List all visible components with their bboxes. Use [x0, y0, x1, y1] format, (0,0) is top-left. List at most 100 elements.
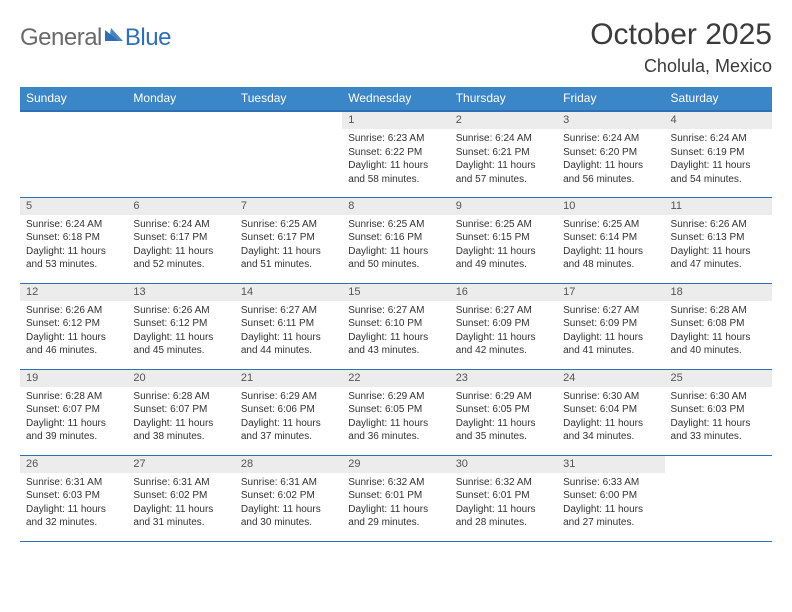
day-details: Sunrise: 6:32 AMSunset: 6:01 PMDaylight:… — [342, 473, 449, 534]
calendar-day-cell: 29Sunrise: 6:32 AMSunset: 6:01 PMDayligh… — [342, 455, 449, 541]
calendar-day-cell: 20Sunrise: 6:28 AMSunset: 6:07 PMDayligh… — [127, 369, 234, 455]
brand-part2: Blue — [125, 24, 171, 52]
day-number: 3 — [557, 112, 664, 129]
sunrise-text: Sunrise: 6:29 AM — [456, 390, 551, 404]
calendar-day-cell: 4 Sunrise: 6:24 AMSunset: 6:19 PMDaylight… — [665, 111, 772, 197]
calendar-day-cell: 19Sunrise: 6:28 AMSunset: 6:07 PMDayligh… — [20, 369, 127, 455]
day-details: Sunrise: 6:24 AMSunset: 6:20 PMDaylight:… — [557, 129, 664, 190]
sunset-text: Sunset: 6:03 PM — [26, 489, 121, 503]
sunrise-text: Sunrise: 6:24 AM — [133, 218, 228, 232]
day-number: 9 — [450, 198, 557, 215]
day-details: Sunrise: 6:27 AMSunset: 6:10 PMDaylight:… — [342, 301, 449, 362]
weekday-header: Thursday — [450, 87, 557, 111]
day-details: Sunrise: 6:30 AMSunset: 6:03 PMDaylight:… — [665, 387, 772, 448]
day-number: 7 — [235, 198, 342, 215]
daylight-text: Daylight: 11 hours and 40 minutes. — [671, 331, 766, 358]
daylight-text: Daylight: 11 hours and 53 minutes. — [26, 245, 121, 272]
sunrise-text: Sunrise: 6:30 AM — [563, 390, 658, 404]
weekday-header: Monday — [127, 87, 234, 111]
day-number: 11 — [665, 198, 772, 215]
daylight-text: Daylight: 11 hours and 54 minutes. — [671, 159, 766, 186]
sunrise-text: Sunrise: 6:26 AM — [133, 304, 228, 318]
sunrise-text: Sunrise: 6:24 AM — [26, 218, 121, 232]
sunset-text: Sunset: 6:10 PM — [348, 317, 443, 331]
weekday-header: Saturday — [665, 87, 772, 111]
daylight-text: Daylight: 11 hours and 45 minutes. — [133, 331, 228, 358]
daylight-text: Daylight: 11 hours and 31 minutes. — [133, 503, 228, 530]
weekday-header: Tuesday — [235, 87, 342, 111]
day-number: 12 — [20, 284, 127, 301]
header: General Blue October 2025 Cholula, Mexic… — [20, 18, 772, 77]
calendar-day-cell: 18Sunrise: 6:28 AMSunset: 6:08 PMDayligh… — [665, 283, 772, 369]
sunset-text: Sunset: 6:01 PM — [348, 489, 443, 503]
brand-triangle-icon — [105, 27, 123, 41]
sunrise-text: Sunrise: 6:24 AM — [563, 132, 658, 146]
day-details: Sunrise: 6:29 AMSunset: 6:06 PMDaylight:… — [235, 387, 342, 448]
calendar-day-cell: 28Sunrise: 6:31 AMSunset: 6:02 PMDayligh… — [235, 455, 342, 541]
calendar-day-cell: 1Sunrise: 6:23 AMSunset: 6:22 PMDaylight… — [342, 111, 449, 197]
calendar-week-row: 5Sunrise: 6:24 AMSunset: 6:18 PMDaylight… — [20, 197, 772, 283]
day-number: 18 — [665, 284, 772, 301]
sunset-text: Sunset: 6:07 PM — [133, 403, 228, 417]
day-details: Sunrise: 6:29 AMSunset: 6:05 PMDaylight:… — [450, 387, 557, 448]
sunset-text: Sunset: 6:19 PM — [671, 146, 766, 160]
sunrise-text: Sunrise: 6:28 AM — [133, 390, 228, 404]
day-details: Sunrise: 6:33 AMSunset: 6:00 PMDaylight:… — [557, 473, 664, 534]
day-number — [127, 112, 234, 129]
sunrise-text: Sunrise: 6:31 AM — [133, 476, 228, 490]
day-number: 25 — [665, 370, 772, 387]
daylight-text: Daylight: 11 hours and 46 minutes. — [26, 331, 121, 358]
calendar-day-cell: 14Sunrise: 6:27 AMSunset: 6:11 PMDayligh… — [235, 283, 342, 369]
sunset-text: Sunset: 6:09 PM — [563, 317, 658, 331]
day-details: Sunrise: 6:27 AMSunset: 6:09 PMDaylight:… — [557, 301, 664, 362]
daylight-text: Daylight: 11 hours and 27 minutes. — [563, 503, 658, 530]
daylight-text: Daylight: 11 hours and 43 minutes. — [348, 331, 443, 358]
daylight-text: Daylight: 11 hours and 49 minutes. — [456, 245, 551, 272]
daylight-text: Daylight: 11 hours and 28 minutes. — [456, 503, 551, 530]
day-details: Sunrise: 6:27 AMSunset: 6:11 PMDaylight:… — [235, 301, 342, 362]
sunset-text: Sunset: 6:18 PM — [26, 231, 121, 245]
calendar-day-cell: 2Sunrise: 6:24 AMSunset: 6:21 PMDaylight… — [450, 111, 557, 197]
day-details: Sunrise: 6:24 AMSunset: 6:21 PMDaylight:… — [450, 129, 557, 190]
sunset-text: Sunset: 6:21 PM — [456, 146, 551, 160]
daylight-text: Daylight: 11 hours and 47 minutes. — [671, 245, 766, 272]
day-details: Sunrise: 6:24 AMSunset: 6:17 PMDaylight:… — [127, 215, 234, 276]
daylight-text: Daylight: 11 hours and 34 minutes. — [563, 417, 658, 444]
calendar-day-cell: 24Sunrise: 6:30 AMSunset: 6:04 PMDayligh… — [557, 369, 664, 455]
day-number: 10 — [557, 198, 664, 215]
calendar-day-cell: 6Sunrise: 6:24 AMSunset: 6:17 PMDaylight… — [127, 197, 234, 283]
calendar-day-cell: 9Sunrise: 6:25 AMSunset: 6:15 PMDaylight… — [450, 197, 557, 283]
daylight-text: Daylight: 11 hours and 42 minutes. — [456, 331, 551, 358]
day-number — [20, 112, 127, 129]
month-title: October 2025 — [590, 18, 772, 52]
day-details: Sunrise: 6:25 AMSunset: 6:16 PMDaylight:… — [342, 215, 449, 276]
day-number: 8 — [342, 198, 449, 215]
brand-logo: General Blue — [20, 18, 171, 52]
sunset-text: Sunset: 6:07 PM — [26, 403, 121, 417]
daylight-text: Daylight: 11 hours and 52 minutes. — [133, 245, 228, 272]
calendar-day-cell: 17Sunrise: 6:27 AMSunset: 6:09 PMDayligh… — [557, 283, 664, 369]
day-number — [665, 456, 772, 473]
sunset-text: Sunset: 6:09 PM — [456, 317, 551, 331]
day-number: 4 — [665, 112, 772, 129]
day-number: 29 — [342, 456, 449, 473]
day-number: 26 — [20, 456, 127, 473]
sunrise-text: Sunrise: 6:24 AM — [671, 132, 766, 146]
day-details: Sunrise: 6:31 AMSunset: 6:02 PMDaylight:… — [235, 473, 342, 534]
calendar-day-cell: 25Sunrise: 6:30 AMSunset: 6:03 PMDayligh… — [665, 369, 772, 455]
sunrise-text: Sunrise: 6:30 AM — [671, 390, 766, 404]
sunrise-text: Sunrise: 6:28 AM — [26, 390, 121, 404]
sunset-text: Sunset: 6:13 PM — [671, 231, 766, 245]
sunset-text: Sunset: 6:22 PM — [348, 146, 443, 160]
sunset-text: Sunset: 6:04 PM — [563, 403, 658, 417]
daylight-text: Daylight: 11 hours and 30 minutes. — [241, 503, 336, 530]
calendar-day-cell: 22Sunrise: 6:29 AMSunset: 6:05 PMDayligh… — [342, 369, 449, 455]
day-details: Sunrise: 6:28 AMSunset: 6:08 PMDaylight:… — [665, 301, 772, 362]
sunrise-text: Sunrise: 6:27 AM — [456, 304, 551, 318]
daylight-text: Daylight: 11 hours and 48 minutes. — [563, 245, 658, 272]
daylight-text: Daylight: 11 hours and 32 minutes. — [26, 503, 121, 530]
day-details: Sunrise: 6:28 AMSunset: 6:07 PMDaylight:… — [20, 387, 127, 448]
day-details: Sunrise: 6:27 AMSunset: 6:09 PMDaylight:… — [450, 301, 557, 362]
daylight-text: Daylight: 11 hours and 50 minutes. — [348, 245, 443, 272]
calendar-day-cell: 7Sunrise: 6:25 AMSunset: 6:17 PMDaylight… — [235, 197, 342, 283]
